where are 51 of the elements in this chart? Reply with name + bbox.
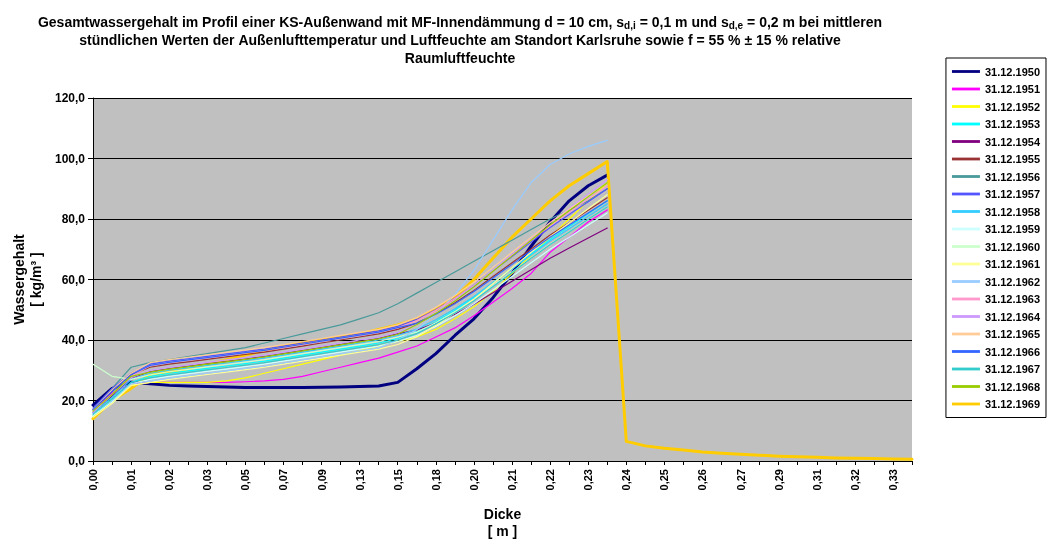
x-tick-label: 0,27 <box>734 469 747 491</box>
x-tick-label: 0,00 <box>87 469 99 491</box>
legend-label: 31.12.1962 <box>984 275 1041 288</box>
x-tick-label: 0,01 <box>125 469 138 491</box>
legend-label: 31.12.1957 <box>984 188 1041 200</box>
legend-label: 31.12.1950 <box>984 65 1041 78</box>
y-tick-label: 0,0 <box>68 454 86 468</box>
y-tick-label: 40,0 <box>61 333 86 347</box>
legend-label: 31.12.1964 <box>984 310 1041 323</box>
legend-label: 31.12.1952 <box>984 100 1041 113</box>
y-axis-title: Wassergehalt [ kg/m³ ] <box>10 233 44 325</box>
legend-label: 31.12.1954 <box>984 135 1041 148</box>
x-tick-label: 0,26 <box>696 469 709 491</box>
x-tick-label: 0,24 <box>620 468 633 491</box>
x-tick-label: 0,03 <box>201 469 214 491</box>
x-tick-label: 0,13 <box>353 469 366 491</box>
x-tick-label: 0,25 <box>658 469 671 491</box>
x-tick-label: 0,15 <box>391 469 404 491</box>
legend-label: 31.12.1960 <box>984 240 1041 253</box>
x-tick-label: 0,23 <box>582 469 595 491</box>
y-tick-label: 20,0 <box>61 393 86 408</box>
x-tick-label: 0,22 <box>544 469 557 491</box>
legend-label: 31.12.1955 <box>984 153 1041 165</box>
legend-label: 31.12.1967 <box>984 363 1041 375</box>
x-axis-title: Dicke [ m ] <box>483 505 522 539</box>
x-tick-label: 0,31 <box>810 469 823 491</box>
y-tick-label: 80,0 <box>61 212 86 226</box>
legend-label: 31.12.1966 <box>984 345 1041 358</box>
x-tick-label: 0,02 <box>163 469 176 491</box>
legend-label: 31.12.1969 <box>984 398 1041 410</box>
legend-label: 31.12.1958 <box>984 205 1041 218</box>
x-tick-label: 0,18 <box>429 469 442 491</box>
legend-label: 31.12.1959 <box>984 223 1041 235</box>
x-tick-label: 0,07 <box>277 469 290 491</box>
y-tick-label: 60,0 <box>61 272 86 287</box>
legend-label: 31.12.1963 <box>984 293 1041 305</box>
x-tick-label: 0,32 <box>848 469 861 491</box>
y-tick-label: 100,0 <box>54 151 86 166</box>
x-tick-label: 0,05 <box>239 469 252 491</box>
x-tick-label: 0,33 <box>886 469 899 491</box>
legend-label: 31.12.1953 <box>984 118 1041 130</box>
legend-label: 31.12.1965 <box>984 328 1041 340</box>
x-tick-label: 0,20 <box>467 469 480 491</box>
x-tick-label: 0,09 <box>315 469 328 491</box>
x-tick-label: 0,29 <box>772 469 785 491</box>
y-tick-label: 120,0 <box>54 91 86 105</box>
legend-label: 31.12.1968 <box>984 380 1041 393</box>
legend-label: 31.12.1951 <box>984 83 1041 95</box>
x-tick-label: 0,21 <box>506 469 519 491</box>
legend-label: 31.12.1961 <box>984 258 1041 270</box>
legend-label: 31.12.1956 <box>984 170 1041 183</box>
